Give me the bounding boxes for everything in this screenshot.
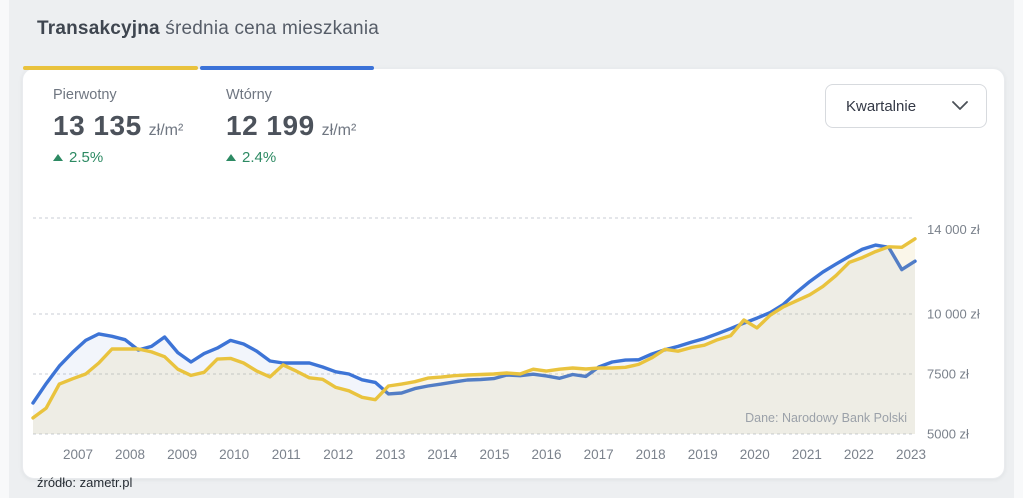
svg-text:2008: 2008 <box>115 447 145 462</box>
page-title-rest: średnia cena mieszkania <box>159 18 380 39</box>
svg-text:2009: 2009 <box>167 447 197 462</box>
stat-pierwotny-unit: zł/m² <box>148 122 184 139</box>
tab-indicator-wtorny[interactable] <box>200 66 374 70</box>
svg-text:2017: 2017 <box>584 447 614 462</box>
svg-text:2023: 2023 <box>896 447 926 462</box>
svg-text:2007: 2007 <box>63 447 93 462</box>
svg-text:2016: 2016 <box>532 447 562 462</box>
price-chart-canvas[interactable]: 5000 zł 7500 zł 10 000 zł 14 000 zł Dane: Na… <box>23 201 1006 473</box>
trend-up-icon <box>226 154 236 161</box>
svg-text:2011: 2011 <box>272 447 301 462</box>
source-note: źródło: zametr.pl <box>37 475 133 490</box>
svg-text:2012: 2012 <box>323 447 353 462</box>
trend-up-icon <box>53 154 63 161</box>
svg-text:2013: 2013 <box>375 447 405 462</box>
stat-pierwotny-change-value: 2.5% <box>69 149 104 166</box>
stat-wtorny[interactable]: Wtórny 12 199 zł/m² 2.4% <box>226 87 356 166</box>
svg-text:10 000 zł: 10 000 zł <box>927 307 980 322</box>
svg-text:5000 zł: 5000 zł <box>927 427 969 442</box>
page-title: Transakcyjna średnia cena mieszkania <box>37 18 379 40</box>
svg-text:7500 zł: 7500 zł <box>927 367 969 382</box>
svg-text:2010: 2010 <box>219 447 249 462</box>
chevron-down-icon <box>952 101 968 110</box>
svg-text:2018: 2018 <box>636 447 666 462</box>
page-title-emphasis: Transakcyjna <box>37 18 160 39</box>
stat-pierwotny-value: 13 135 <box>53 110 142 141</box>
svg-text:2021: 2021 <box>792 447 822 462</box>
svg-text:2019: 2019 <box>688 447 718 462</box>
stat-pierwotny-change: 2.5% <box>53 149 183 166</box>
interval-dropdown[interactable]: Kwartalnie <box>825 84 987 128</box>
stat-wtorny-unit: zł/m² <box>321 122 357 139</box>
interval-dropdown-value: Kwartalnie <box>846 97 917 115</box>
stat-pierwotny[interactable]: Pierwotny 13 135 zł/m² 2.5% <box>53 87 183 166</box>
svg-text:Dane: Narodowy Bank Polski: Dane: Narodowy Bank Polski <box>745 411 907 425</box>
tab-indicator-pierwotny[interactable] <box>23 66 198 70</box>
svg-text:2022: 2022 <box>844 447 874 462</box>
stat-pierwotny-label: Pierwotny <box>53 87 117 103</box>
svg-text:2014: 2014 <box>427 447 458 462</box>
stat-wtorny-change: 2.4% <box>226 149 356 166</box>
svg-text:2020: 2020 <box>740 447 770 462</box>
chart-card: Pierwotny 13 135 zł/m² 2.5% Wtórny 12 199… <box>22 66 1006 479</box>
stat-wtorny-change-value: 2.4% <box>242 149 277 166</box>
svg-text:14 000 zł: 14 000 zł <box>927 222 980 237</box>
stat-wtorny-value: 12 199 <box>226 110 315 141</box>
svg-text:2015: 2015 <box>479 447 509 462</box>
stat-wtorny-label: Wtórny <box>226 87 272 103</box>
